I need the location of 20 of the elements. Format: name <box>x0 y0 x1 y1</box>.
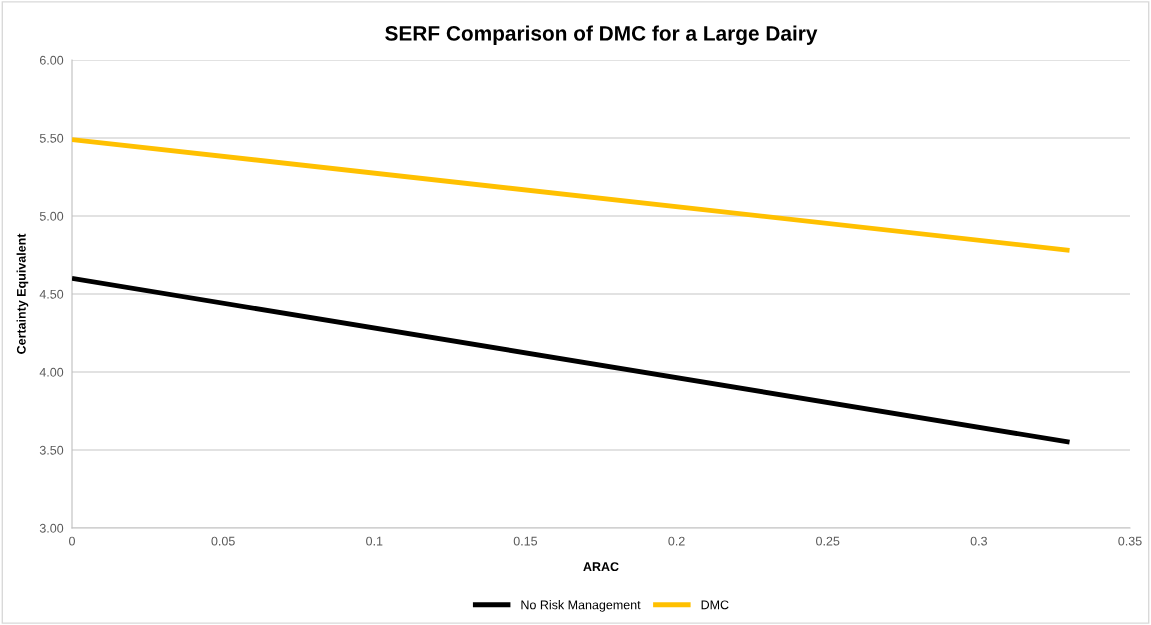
y-tick-label: 5.50 <box>39 133 64 143</box>
legend-label: No Risk Management <box>521 600 641 612</box>
x-tick-label: 0.25 <box>816 536 840 546</box>
x-axis-title: ARAC <box>583 562 619 572</box>
x-tick-label: 0.35 <box>1118 536 1142 546</box>
y-tick-label: 3.00 <box>39 523 64 533</box>
y-tick-label: 6.00 <box>39 55 64 65</box>
y-axis-title: Certainty Equivalent <box>16 233 29 354</box>
x-tick-label: 0 <box>69 536 75 546</box>
y-tick-label: 3.50 <box>39 445 64 455</box>
x-tick-label: 0.2 <box>668 536 685 546</box>
chart-title: SERF Comparison of DMC for a Large Dairy <box>385 25 818 45</box>
legend-label: DMC <box>701 600 729 610</box>
x-tick-label: 0.3 <box>970 536 987 546</box>
x-tick-label: 0.1 <box>366 536 383 546</box>
y-tick-label: 4.50 <box>39 289 64 299</box>
x-tick-label: 0.15 <box>513 536 538 546</box>
x-tick-label: 0.05 <box>211 536 235 546</box>
y-tick-label: 5.00 <box>39 211 64 221</box>
y-tick-label: 4.00 <box>39 367 64 377</box>
